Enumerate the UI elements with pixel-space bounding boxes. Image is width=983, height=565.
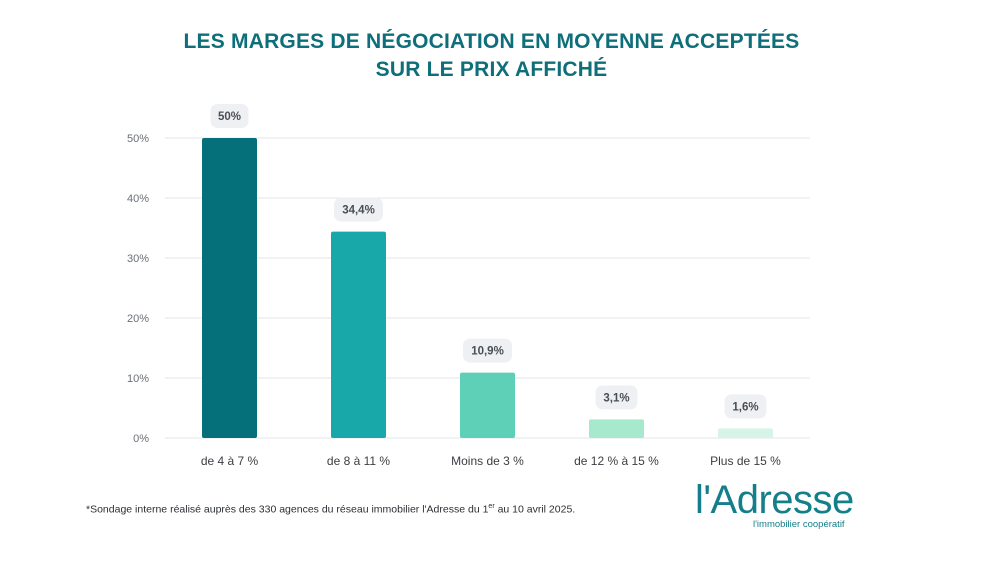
- x-category-label: de 12 % à 15 %: [574, 454, 659, 468]
- bar: [589, 419, 644, 438]
- footnote: *Sondage interne réalisé auprès des 330 …: [86, 503, 575, 516]
- data-label-background: [595, 385, 638, 410]
- x-category-label: Plus de 15 %: [710, 454, 781, 468]
- data-label-background: [724, 394, 767, 419]
- chart-title-line-2: SUR LE PRIX AFFICHÉ: [375, 58, 608, 81]
- logo-tagline: l'immobilier coopératif: [753, 519, 845, 530]
- data-label-background: [463, 338, 512, 363]
- y-tick-label: 40%: [127, 193, 149, 205]
- data-label: 1,6%: [732, 401, 758, 413]
- y-tick-label: 20%: [127, 313, 149, 325]
- logo-wordmark: l'Adresse: [695, 478, 854, 522]
- data-label-background: [210, 104, 249, 128]
- footnote-text: *Sondage interne réalisé auprès des 330 …: [86, 503, 489, 516]
- y-tick-label: 30%: [127, 253, 149, 265]
- data-label: 34,4%: [342, 205, 375, 217]
- x-category-label: de 4 à 7 %: [201, 454, 259, 468]
- data-label: 3,1%: [603, 392, 629, 404]
- footnote-superscript: er: [488, 503, 495, 510]
- x-category-label: Moins de 3 %: [451, 454, 524, 468]
- bar: [718, 428, 773, 438]
- ladresse-logo: l'Adresse l'immobilier coopératif: [695, 478, 870, 540]
- bar: [460, 372, 515, 438]
- data-label-background: [334, 197, 383, 222]
- y-tick-label: 50%: [127, 133, 149, 145]
- footnote-text-end: au 10 avril 2025.: [494, 503, 576, 516]
- x-category-label: de 8 à 11 %: [327, 454, 390, 468]
- data-label: 10,9%: [471, 346, 504, 358]
- chart-title-line-1: LES MARGES DE NÉGOCIATION EN MOYENNE ACC…: [183, 30, 800, 53]
- bar-chart: 0% 10% 20% 30% 40% 50% 50% de 4 à 7 % 34,4% de 8 …: [127, 104, 810, 468]
- y-tick-label: 0%: [133, 433, 149, 445]
- data-label: 50%: [218, 111, 241, 123]
- bar: [202, 138, 257, 438]
- y-tick-label: 10%: [127, 373, 149, 385]
- bar: [331, 231, 386, 438]
